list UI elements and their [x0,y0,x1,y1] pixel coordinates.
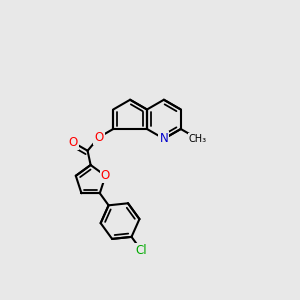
Text: N: N [160,132,168,145]
Text: O: O [69,136,78,149]
Text: Cl: Cl [135,244,147,257]
Text: O: O [101,169,110,182]
Text: CH₃: CH₃ [189,134,207,144]
Text: O: O [94,131,104,144]
